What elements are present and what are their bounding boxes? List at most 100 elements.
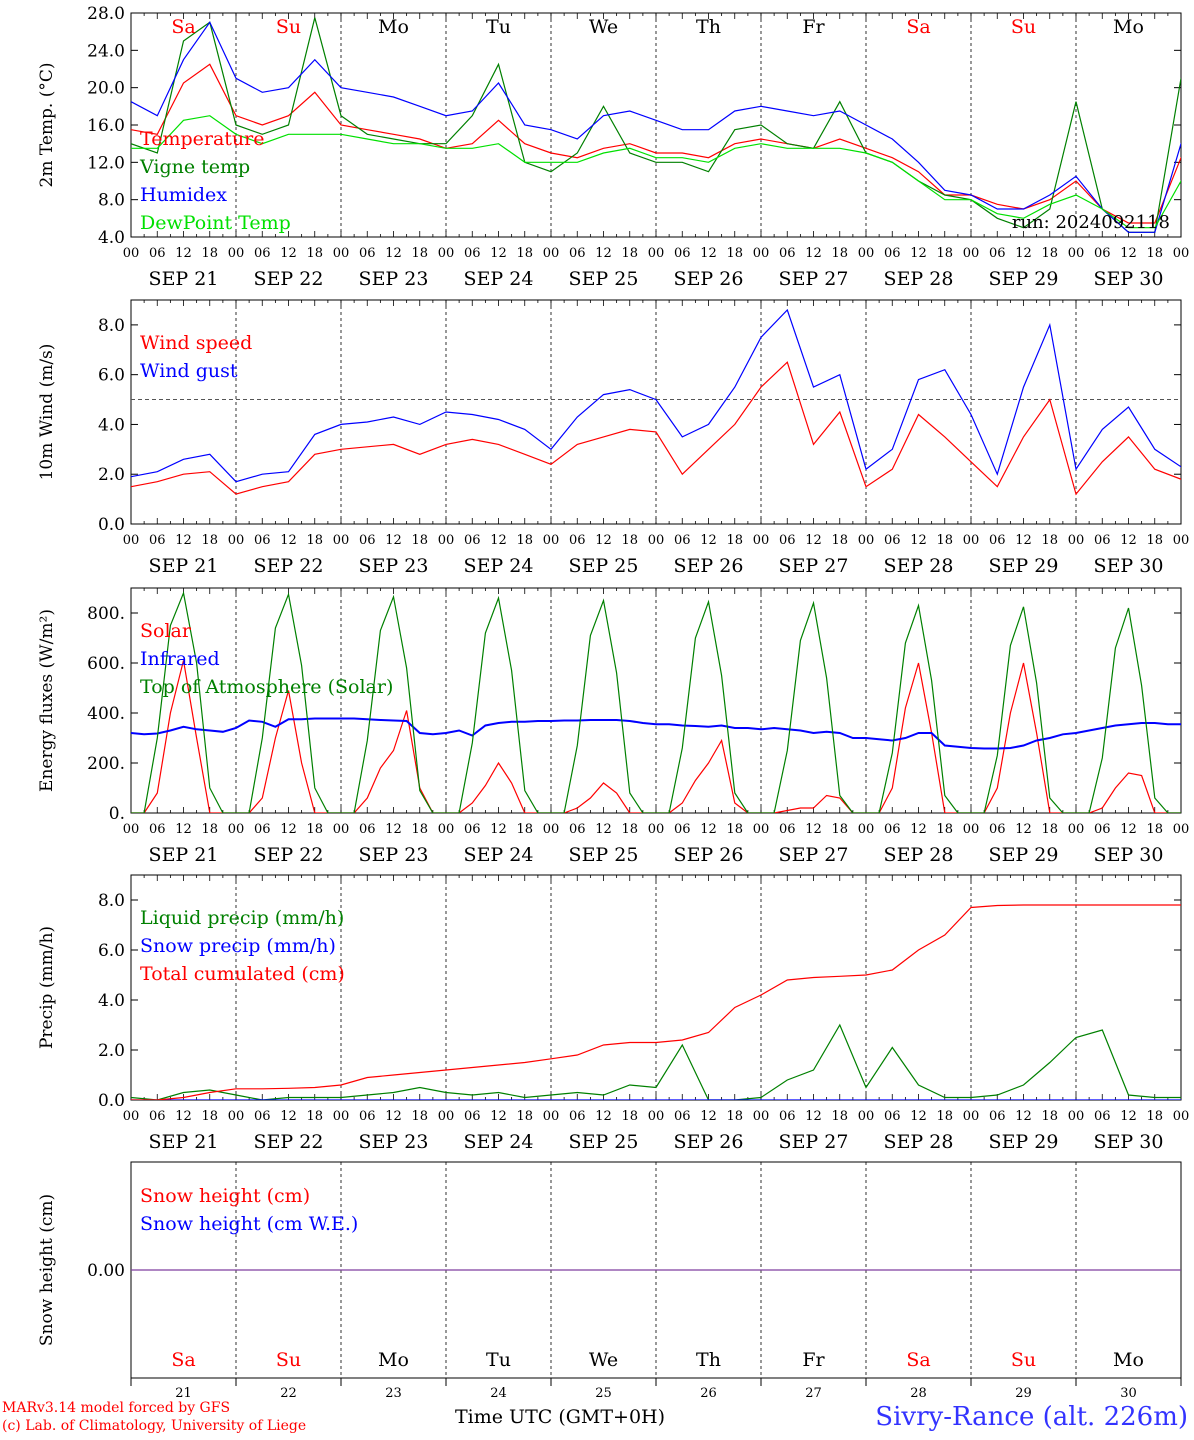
hour-tick-label: 00 <box>438 533 455 548</box>
y-tick-label: 0.00 <box>87 1261 125 1281</box>
run-label: run: 2024092118 <box>1012 212 1170 233</box>
date-label: SEP 27 <box>779 555 849 577</box>
hour-tick-label: 18 <box>831 246 848 261</box>
y-tick-label: 4.0 <box>98 228 125 248</box>
hour-tick-label: 12 <box>595 533 612 548</box>
y-tick-label: 16.0 <box>87 116 125 136</box>
hour-tick-label: 12 <box>595 1109 612 1124</box>
series-line-liquid-precip-mm-h- <box>131 1023 1181 1100</box>
weekday-label-bottom: Tu <box>486 1349 511 1371</box>
hour-tick-label: 12 <box>910 246 927 261</box>
weekday-label-bottom: Su <box>1011 1349 1036 1371</box>
date-label: SEP 22 <box>254 844 324 866</box>
series-line-vigne-temp <box>131 17 1181 233</box>
hour-tick-label: 18 <box>726 1109 743 1124</box>
y-tick-label: 200. <box>87 754 125 774</box>
date-label: SEP 21 <box>149 268 219 290</box>
hour-tick-label: 06 <box>884 822 901 837</box>
hour-tick-label: 06 <box>464 822 481 837</box>
hour-tick-label: 18 <box>936 822 953 837</box>
day-number-label: 28 <box>910 1386 927 1401</box>
hour-tick-label: 06 <box>674 533 691 548</box>
hour-tick-label: 18 <box>1041 1109 1058 1124</box>
legend-entry: Liquid precip (mm/h) <box>140 907 344 929</box>
date-label: SEP 27 <box>779 1131 849 1153</box>
hour-tick-label: 18 <box>201 533 218 548</box>
hour-tick-label: 00 <box>648 246 665 261</box>
hour-tick-label: 18 <box>726 822 743 837</box>
date-label: SEP 30 <box>1094 844 1164 866</box>
hour-tick-label: 12 <box>1120 246 1137 261</box>
hour-tick-label: 12 <box>1015 822 1032 837</box>
hour-tick-label: 18 <box>831 822 848 837</box>
legend-entry: Total cumulated (cm) <box>140 963 345 985</box>
hour-tick-label: 00 <box>963 1109 980 1124</box>
hour-tick-label: 18 <box>1146 533 1163 548</box>
hour-tick-label: 12 <box>595 822 612 837</box>
legend-entry: Wind gust <box>140 360 238 382</box>
weekday-label-top: Th <box>696 16 721 38</box>
hour-tick-label: 06 <box>569 533 586 548</box>
hour-tick-label: 18 <box>516 533 533 548</box>
series-line-infrared <box>131 717 1181 750</box>
weekday-label-top: Fr <box>802 16 825 38</box>
date-label: SEP 23 <box>359 1131 429 1153</box>
date-label: SEP 23 <box>359 555 429 577</box>
hour-tick-label: 06 <box>779 1109 796 1124</box>
hour-tick-label: 00 <box>858 533 875 548</box>
hour-tick-label: 00 <box>1068 246 1085 261</box>
y-tick-label: 20.0 <box>87 79 125 99</box>
day-number-label: 27 <box>805 1386 822 1401</box>
hour-tick-label: 12 <box>490 533 507 548</box>
hour-tick-label: 18 <box>411 1109 428 1124</box>
date-label: SEP 25 <box>569 268 639 290</box>
hour-tick-label: 00 <box>858 246 875 261</box>
hour-tick-label: 18 <box>306 246 323 261</box>
weekday-label-bottom: We <box>589 1349 618 1371</box>
date-label: SEP 24 <box>464 844 534 866</box>
hour-tick-label: 06 <box>989 246 1006 261</box>
hour-tick-label: 12 <box>175 246 192 261</box>
y-tick-label: 2.0 <box>98 465 125 485</box>
hour-tick-label: 00 <box>1068 533 1085 548</box>
hour-tick-label: 00 <box>753 1109 770 1124</box>
y-tick-label: 600. <box>87 654 125 674</box>
series-line-humidex <box>131 21 1181 233</box>
y-axis-label: Energy fluxes (W/m²) <box>37 609 57 792</box>
hour-tick-label: 12 <box>1120 533 1137 548</box>
hour-tick-label: 06 <box>149 1109 166 1124</box>
hour-tick-label: 00 <box>228 822 245 837</box>
date-label: SEP 28 <box>884 1131 954 1153</box>
weekday-label-bottom: Th <box>696 1349 721 1371</box>
hour-tick-label: 00 <box>648 533 665 548</box>
legend-entry: Solar <box>140 620 192 642</box>
model-credit-line1: MARv3.14 model forced by GFS <box>2 1400 231 1416</box>
hour-tick-label: 18 <box>726 533 743 548</box>
hour-tick-label: 00 <box>1173 246 1190 261</box>
legend-entry: Vigne temp <box>139 156 250 178</box>
hour-tick-label: 18 <box>936 1109 953 1124</box>
date-label: SEP 29 <box>989 1131 1059 1153</box>
weekday-label-bottom: Mo <box>378 1349 409 1371</box>
hour-tick-label: 06 <box>359 246 376 261</box>
hour-tick-label: 18 <box>1146 822 1163 837</box>
hour-tick-label: 06 <box>464 246 481 261</box>
hour-tick-label: 18 <box>621 822 638 837</box>
date-label: SEP 28 <box>884 268 954 290</box>
hour-tick-label: 12 <box>910 1109 927 1124</box>
hour-tick-label: 06 <box>464 1109 481 1124</box>
hour-tick-label: 18 <box>516 246 533 261</box>
y-tick-label: 8.0 <box>98 316 125 336</box>
hour-tick-label: 18 <box>516 822 533 837</box>
date-label: SEP 26 <box>674 844 744 866</box>
hour-tick-label: 18 <box>1041 533 1058 548</box>
hour-tick-label: 06 <box>254 246 271 261</box>
hour-tick-label: 18 <box>1041 246 1058 261</box>
panel-temp: 4.0 8.0 12.0 16.0 20.0 24.0 28.0 2m Temp. (°C) T… <box>37 4 1190 290</box>
date-label: SEP 24 <box>464 1131 534 1153</box>
hour-tick-label: 12 <box>385 533 402 548</box>
hour-tick-label: 12 <box>805 822 822 837</box>
date-label: SEP 23 <box>359 844 429 866</box>
weekday-label-top: Sa <box>171 16 195 38</box>
hour-tick-label: 00 <box>543 1109 560 1124</box>
